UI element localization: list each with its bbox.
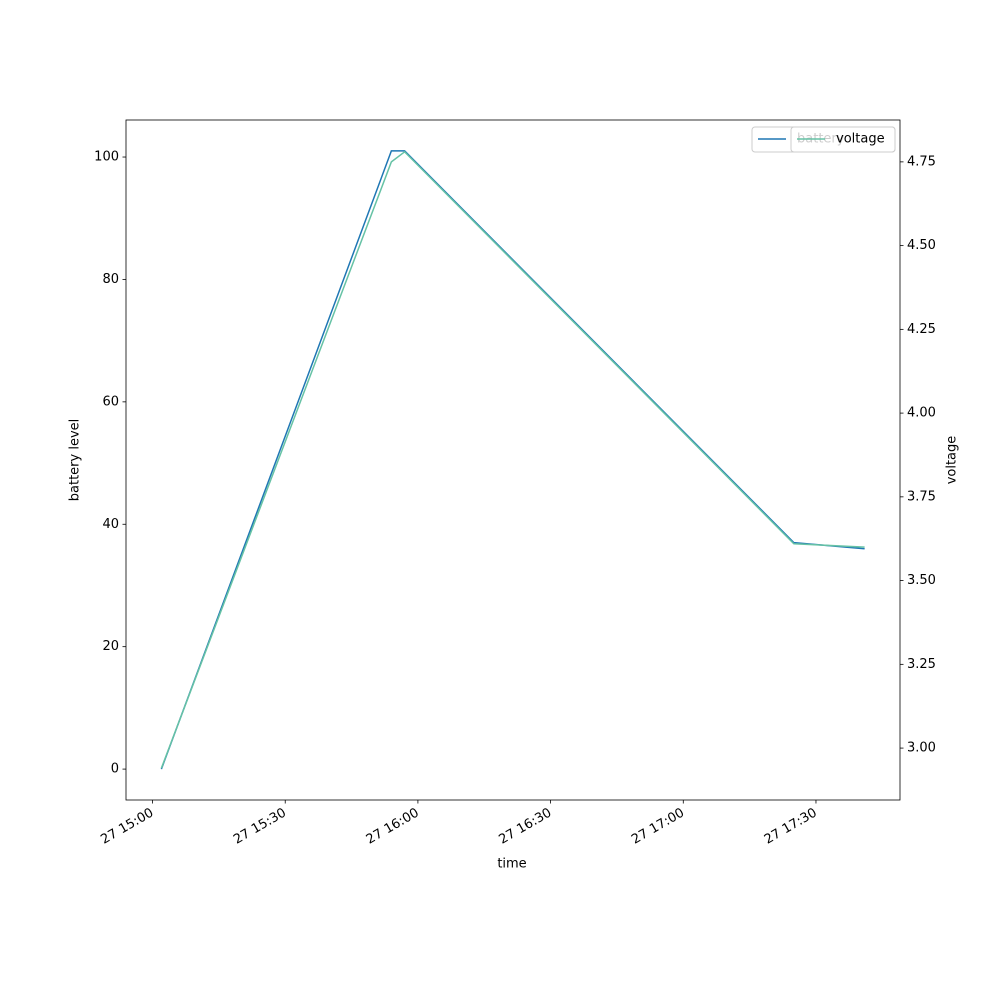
y2-tick-label: 4.75 [907,154,936,169]
y2-tick-label: 3.00 [907,741,936,756]
y-tick-label: 60 [102,394,119,409]
y2-tick-label: 4.25 [907,322,936,337]
y-tick-label: 80 [102,272,119,287]
legend: voltage [790,126,896,153]
y2-tick-label: 3.75 [907,489,936,504]
y2-axis-label: voltage [945,436,960,485]
legend-label: voltage [836,132,885,147]
y2-tick-label: 3.25 [907,657,936,672]
y-tick-label: 100 [94,150,119,165]
data-line [160,150,865,769]
y-axis-label: battery level [68,419,83,502]
y2-tick-label: 4.50 [907,238,936,253]
x-axis-label: time [497,857,526,872]
plot-frame [125,119,901,801]
legend-box [790,126,896,153]
y2-tick-label: 3.50 [907,573,936,588]
y2-tick-label: 4.00 [907,406,936,421]
y-tick-label: 40 [102,517,119,532]
y-tick-label: 20 [102,639,119,654]
y-tick-label: 0 [111,762,119,777]
